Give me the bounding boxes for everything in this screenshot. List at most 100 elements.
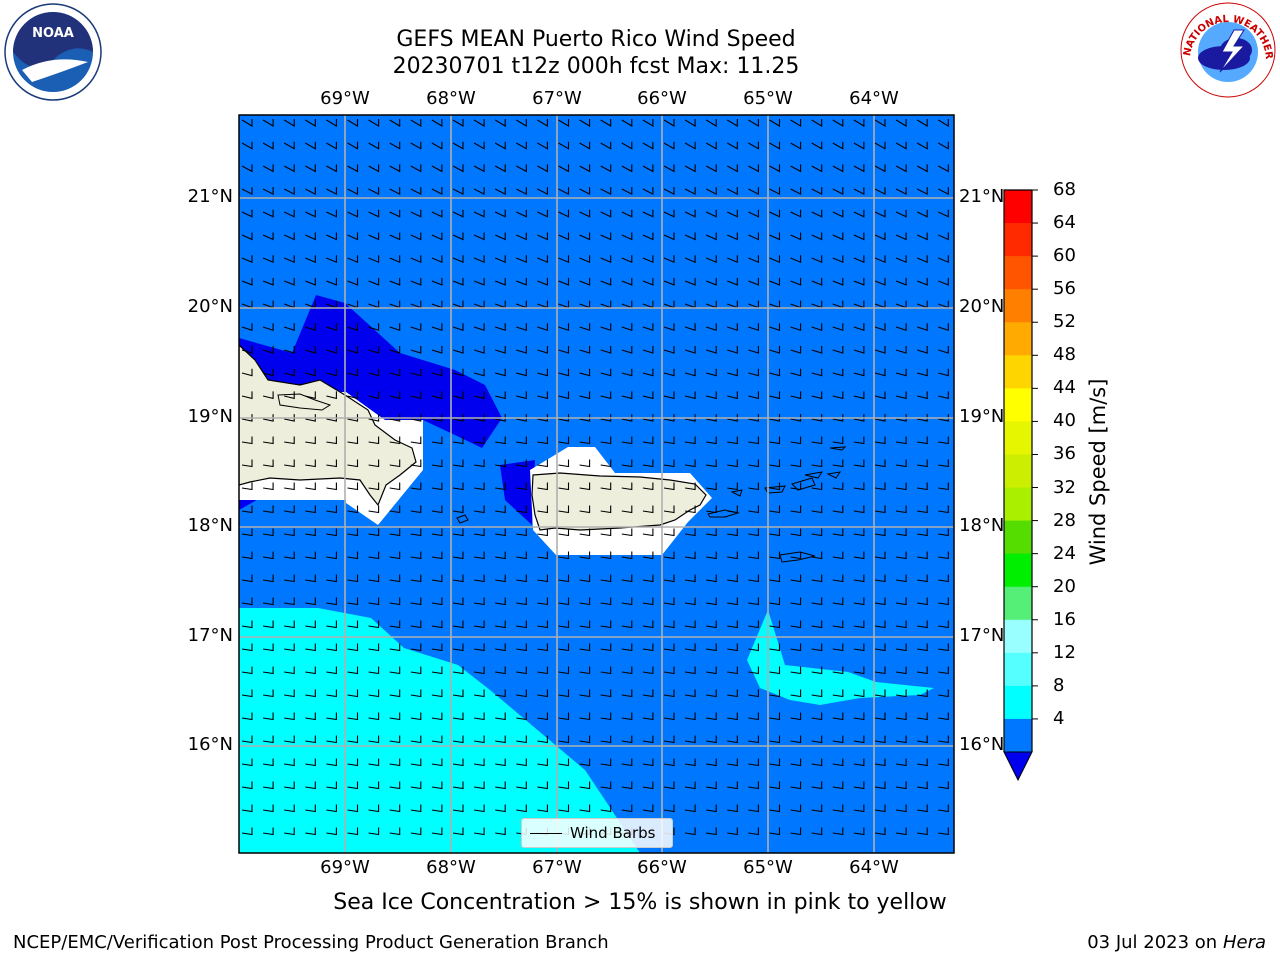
- wind-barb: [389, 482, 401, 491]
- wind-barb: [832, 255, 844, 264]
- wind-barb: [748, 597, 759, 606]
- wind-barb: [621, 187, 633, 195]
- wind-barb: [537, 436, 548, 445]
- wind-barb: [516, 232, 527, 241]
- wind-barb: [263, 528, 274, 537]
- wind-barb: [642, 119, 654, 127]
- wind-barb: [326, 141, 337, 150]
- wind-barb: [642, 574, 654, 583]
- wind-barb: [389, 459, 401, 468]
- wind-barb: [558, 459, 570, 468]
- wind-barb: [347, 414, 359, 422]
- mona-island: [456, 514, 469, 524]
- wind-barb: [347, 620, 359, 629]
- wind-barb: [685, 597, 696, 606]
- wind-barb: [790, 119, 802, 127]
- wind-barb: [663, 391, 675, 400]
- wind-barb: [938, 827, 949, 836]
- wind-barb: [769, 505, 781, 514]
- wind-barb: [621, 689, 633, 698]
- wind-barb: [452, 391, 464, 400]
- wind-barb: [389, 620, 401, 629]
- wind-barb: [832, 827, 844, 836]
- wind-barb: [642, 643, 654, 652]
- wind-barb: [283, 164, 295, 173]
- wind-barb: [452, 346, 464, 354]
- wind-barb: [663, 209, 675, 218]
- wind-barb: [706, 689, 717, 698]
- wind-barb: [494, 209, 506, 218]
- wind-barb: [811, 459, 823, 468]
- wind-barb: [241, 735, 253, 744]
- wind-barb: [368, 482, 380, 491]
- wind-barb: [263, 735, 274, 744]
- wind-barb: [452, 735, 464, 744]
- wind-barb: [832, 119, 844, 127]
- wind-barb: [305, 232, 316, 241]
- wind-barb: [874, 209, 886, 218]
- wind-barb: [410, 368, 422, 377]
- wind-barb: [748, 277, 759, 286]
- wind-barb: [600, 758, 612, 767]
- wind-barb: [347, 827, 359, 836]
- wind-barb: [706, 827, 717, 836]
- wind-barb: [410, 255, 422, 264]
- wind-barb: [832, 391, 844, 400]
- wind-barb: [874, 436, 886, 445]
- wind-barb: [284, 689, 295, 698]
- wind-barb: [874, 551, 886, 560]
- wind-barb: [896, 781, 907, 790]
- wind-barb: [410, 781, 422, 790]
- wind-barb: [326, 187, 337, 195]
- wind-barb: [684, 277, 696, 286]
- wind-barb: [684, 323, 696, 332]
- wind-barb: [347, 712, 359, 721]
- wind-barb: [917, 666, 928, 675]
- wind-barb: [621, 505, 633, 514]
- wind-barb: [769, 346, 781, 354]
- wind-barb: [917, 528, 928, 537]
- colorbar-segment: [1004, 652, 1032, 687]
- wind-barb: [305, 758, 316, 767]
- wind-barb: [853, 141, 865, 150]
- wind-barb: [832, 666, 844, 675]
- wind-barb: [706, 666, 717, 675]
- wind-barb: [790, 804, 802, 813]
- wind-barb: [474, 528, 485, 537]
- wind-barb: [769, 689, 781, 698]
- wind-barb: [916, 232, 928, 241]
- wind-barb: [241, 643, 253, 652]
- wind-barb: [727, 232, 738, 241]
- wind-barb: [579, 255, 591, 264]
- wind-barb: [663, 505, 675, 514]
- wind-barb: [495, 323, 506, 332]
- wind-barb: [938, 781, 949, 790]
- wind-barb: [600, 597, 612, 606]
- wind-barb: [495, 391, 506, 400]
- wind-barb: [727, 689, 738, 698]
- wind-barb: [431, 232, 443, 241]
- wind-barb: [621, 758, 633, 767]
- wind-barb: [537, 119, 548, 127]
- wind-barb: [685, 666, 696, 675]
- wind-barb: [642, 391, 654, 400]
- wind-barb: [284, 712, 295, 721]
- wind-barb: [706, 482, 717, 491]
- wind-barb: [600, 505, 612, 514]
- wind-barb: [326, 164, 337, 173]
- wind-barb: [368, 528, 380, 537]
- wind-barb: [790, 368, 802, 377]
- wind-barb: [917, 482, 928, 491]
- wind-barb: [516, 323, 527, 332]
- wind-barb: [685, 482, 696, 491]
- lat-label-left: 17°N: [187, 625, 233, 646]
- wind-barb: [916, 187, 928, 195]
- wind-barb: [347, 209, 359, 218]
- wind-barb: [685, 620, 696, 629]
- wind-barb: [410, 187, 422, 195]
- wind-barb: [832, 689, 844, 698]
- wind-barb: [516, 391, 527, 400]
- wind-barb: [938, 735, 949, 744]
- wind-barb: [811, 758, 823, 767]
- wind-barb: [769, 735, 781, 744]
